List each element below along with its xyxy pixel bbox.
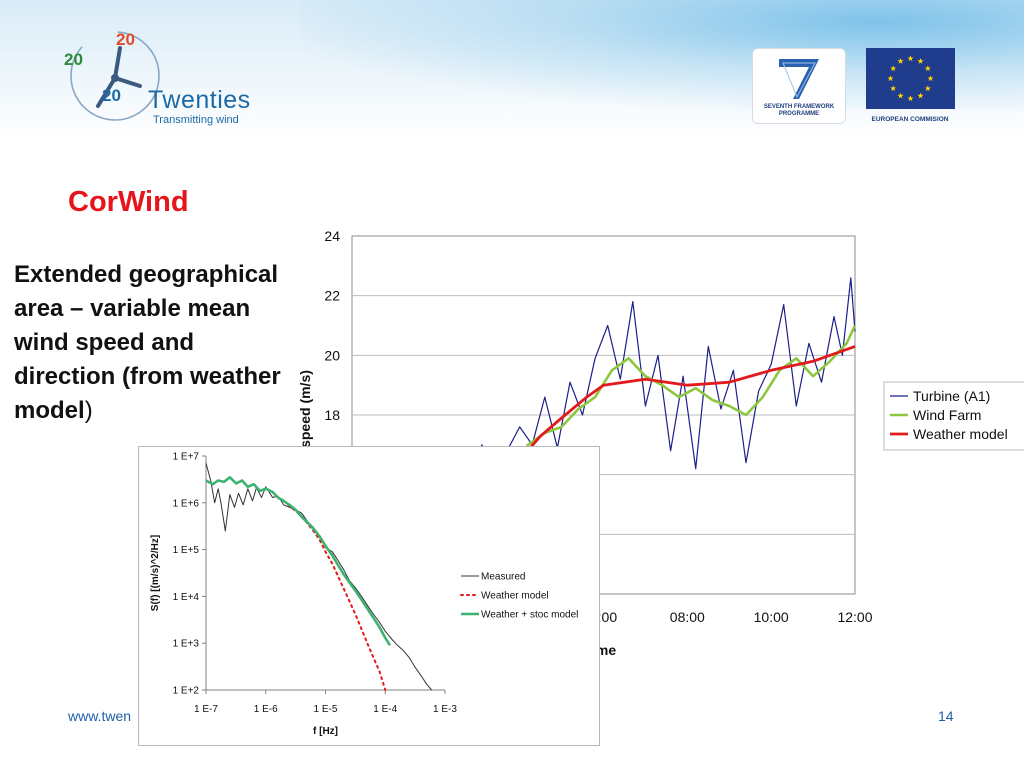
logo-tagline: Transmitting wind bbox=[153, 114, 239, 126]
x-tick-label: 1 E-3 bbox=[433, 704, 457, 715]
logo-number-left: 20 bbox=[64, 50, 83, 69]
y-tick-label: 1 E+2 bbox=[173, 686, 200, 697]
eu-star-icon bbox=[887, 75, 894, 82]
wind-turbine-icon bbox=[70, 31, 160, 121]
eu-star-icon bbox=[917, 92, 924, 99]
legend-label: Weather model bbox=[481, 591, 549, 602]
slide-title: CorWind bbox=[68, 186, 189, 218]
y-tick-label: 24 bbox=[324, 228, 340, 244]
logo-number-top: 20 bbox=[116, 30, 135, 49]
eu-star-icon bbox=[897, 57, 904, 64]
x-axis-label: me bbox=[596, 642, 616, 658]
legend-label: Measured bbox=[481, 572, 525, 583]
legend-box bbox=[883, 381, 1024, 451]
y-tick-label: 18 bbox=[324, 407, 340, 423]
fp7-label: SEVENTH FRAMEWORK PROGRAMME bbox=[753, 104, 845, 118]
eu-star-icon bbox=[890, 65, 897, 72]
spectrum-chart: 1 E+7 1 E+6 1 E+5 1 E+4 1 E+3 1 E+2 1 E-7 1 E-6… bbox=[150, 452, 578, 738]
fp7-label-line2: PROGRAMME bbox=[778, 111, 820, 117]
y-tick-label: 1 E+3 bbox=[173, 639, 200, 650]
y-tick-label: 20 bbox=[324, 347, 340, 363]
spectrum-panel: 1 E+7 1 E+6 1 E+5 1 E+4 1 E+3 1 E+2 1 E-7 1 E-6… bbox=[138, 446, 600, 746]
spectrum-series-3 bbox=[205, 475, 392, 646]
page-number: 14 bbox=[938, 708, 954, 724]
legend-label: Weather model bbox=[913, 426, 1008, 442]
legend-label: Weather + stoc model bbox=[481, 610, 578, 621]
eu-star-icon bbox=[907, 55, 914, 62]
eu-flag bbox=[866, 48, 955, 109]
logo-number-bottom: 20 bbox=[102, 86, 121, 105]
footer-url[interactable]: www.twen bbox=[68, 708, 132, 724]
x-tick-label: 1 E-6 bbox=[254, 704, 278, 715]
spectrum-series-2 bbox=[282, 499, 387, 691]
eu-star-icon bbox=[924, 65, 931, 72]
spectrum-series-1 bbox=[205, 463, 433, 691]
slide-body-text: Extended geographical area – variable me… bbox=[14, 258, 299, 428]
eu-label: EUROPEAN COMMISION bbox=[871, 116, 949, 123]
logo-name: Twenties bbox=[148, 86, 251, 114]
eu-star-icon bbox=[927, 75, 934, 82]
y-axis-label: speed (m/s) bbox=[297, 370, 313, 448]
x-tick-label: 1 E-4 bbox=[373, 704, 397, 715]
y-tick-label: 1 E+6 bbox=[173, 498, 200, 509]
slide-body-close: ) bbox=[84, 397, 93, 424]
fp7-logo: SEVENTH FRAMEWORK PROGRAMME bbox=[752, 48, 846, 124]
x-tick-label: 10:00 bbox=[754, 609, 789, 625]
eu-star-icon bbox=[924, 85, 931, 92]
x-tick-label: 08:00 bbox=[670, 609, 705, 625]
fp7-label-line1: SEVENTH FRAMEWORK bbox=[763, 104, 835, 110]
x-axis-label: f [Hz] bbox=[313, 726, 338, 737]
fp7-seven-icon bbox=[779, 59, 819, 99]
legend-label: Wind Farm bbox=[913, 407, 981, 423]
eu-star-icon bbox=[897, 92, 904, 99]
twenties-logo: 20 20 20 Twenties Transmitting wind bbox=[60, 28, 280, 133]
y-tick-label: 22 bbox=[324, 288, 340, 304]
y-tick-label: 1 E+7 bbox=[173, 452, 200, 463]
y-tick-label: 1 E+4 bbox=[173, 592, 200, 603]
eu-star-icon bbox=[890, 85, 897, 92]
y-tick-label: 1 E+5 bbox=[173, 545, 200, 556]
x-tick-label: 12:00 bbox=[837, 609, 872, 625]
slide-body-main: Extended geographical area – variable me… bbox=[14, 261, 281, 424]
eu-stars-icon bbox=[887, 55, 934, 102]
y-axis-label: S(f) [(m/s)^2/Hz] bbox=[150, 535, 161, 611]
eu-star-icon bbox=[907, 95, 914, 102]
x-tick-label: 1 E-7 bbox=[194, 704, 218, 715]
legend-label: Turbine (A1) bbox=[913, 388, 990, 404]
series-line-1 bbox=[443, 277, 856, 497]
eu-star-icon bbox=[917, 57, 924, 64]
x-tick-label: 1 E-5 bbox=[314, 704, 338, 715]
series-line-3 bbox=[497, 345, 856, 482]
